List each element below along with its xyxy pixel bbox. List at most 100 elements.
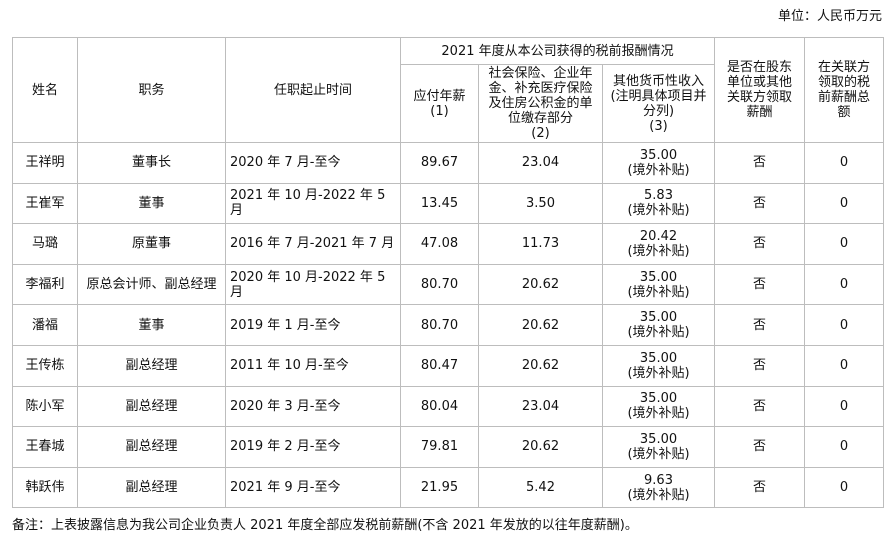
header-related-text: 在关联方领取的税前薪酬总额: [818, 60, 871, 120]
header-insurance-text: 社会保险、企业年金、补充医疗保险及住房公积金的单位缴存部分: [488, 66, 593, 126]
cell-salary: 13.45: [400, 182, 479, 225]
cell-insurance: 20.62: [478, 263, 603, 306]
table-row: 马璐 原董事 2016 年 7 月-2021 年 7 月 47.08 11.73 20.4…: [12, 223, 885, 265]
table-row: 王传栋 副总经理 2011 年 10 月-至今 80.47 20.62 35.00 (境外补…: [12, 344, 885, 387]
cell-insurance: 11.73: [478, 223, 603, 265]
header-salary: 应付年薪 (1): [400, 64, 479, 143]
cell-other-amount: 9.63: [644, 472, 673, 488]
table-row: 王崔军 董事 2021 年 10 月-2022 年 5 月 13.45 3.50 5.83…: [12, 182, 885, 225]
table-row: 潘福 董事 2019 年 1 月-至今 80.70 20.62 35.00 (境外补贴) 否 0: [12, 304, 885, 346]
header-term: 任职起止时间: [225, 37, 401, 143]
header-insurance-no: (2): [531, 126, 550, 141]
cell-term: 2019 年 1 月-至今: [225, 304, 401, 346]
cell-other-note: (境外补贴): [627, 365, 690, 381]
cell-insurance: 20.62: [478, 304, 603, 346]
table-row: 王春城 副总经理 2019 年 2 月-至今 79.81 20.62 35.00 (境外补贴…: [12, 426, 885, 468]
cell-term: 2021 年 10 月-2022 年 5 月: [225, 182, 401, 225]
cell-insurance: 5.42: [478, 466, 603, 509]
cell-other-amount: 35.00: [639, 431, 678, 447]
cell-other-note: (境外补贴): [627, 243, 690, 259]
header-shareholder: 是否在股东单位或其他关联方领取薪酬: [714, 37, 806, 143]
cell-position: 副总经理: [77, 344, 226, 387]
cell-salary: 80.70: [400, 263, 479, 306]
cell-other-amount: 35.00: [639, 350, 678, 366]
header-other: 其他货币性收入(注明具体项目并分列) (3): [601, 64, 716, 143]
cell-term: 2011 年 10 月-至今: [225, 344, 401, 387]
cell-related: 0: [804, 182, 885, 225]
footnote: 备注：上表披露信息为我公司企业负责人 2021 年度全部应发税前薪酬(不含 20…: [12, 518, 638, 533]
header-position: 职务: [77, 37, 226, 143]
cell-other-note: (境外补贴): [627, 325, 690, 341]
cell-term: 2019 年 2 月-至今: [225, 426, 401, 468]
cell-name: 王传栋: [12, 344, 78, 387]
cell-other: 20.42 (境外补贴): [601, 223, 716, 265]
cell-name: 王春城: [12, 426, 78, 468]
cell-other-amount: 35.00: [639, 391, 678, 407]
cell-other-amount: 5.83: [644, 188, 673, 204]
cell-shareholder: 否: [714, 466, 806, 509]
cell-position: 董事长: [77, 142, 226, 184]
cell-other: 35.00 (境外补贴): [601, 426, 716, 468]
cell-salary: 47.08: [400, 223, 479, 265]
cell-position: 副总经理: [77, 426, 226, 468]
cell-other: 35.00 (境外补贴): [601, 385, 716, 428]
cell-related: 0: [804, 142, 885, 184]
table-row: 李福利 原总会计师、副总经理 2020 年 10 月-2022 年 5 月 80.70…: [12, 263, 885, 306]
header-salary-text: 应付年薪: [413, 88, 466, 104]
cell-related: 0: [804, 344, 885, 387]
cell-related: 0: [804, 304, 885, 346]
cell-salary: 80.70: [400, 304, 479, 346]
header-shareholder-text: 是否在股东单位或其他关联方领取薪酬: [727, 60, 793, 120]
cell-related: 0: [804, 223, 885, 265]
cell-other: 35.00 (境外补贴): [601, 344, 716, 387]
cell-other-amount: 20.42: [639, 228, 678, 244]
cell-name: 韩跃伟: [12, 466, 78, 509]
header-salary-no: (1): [430, 103, 449, 119]
cell-name: 王祥明: [12, 142, 78, 184]
cell-related: 0: [804, 263, 885, 306]
compensation-table: 姓名 职务 任职起止时间 2021 年度从本公司获得的税前报酬情况 是否在股东单…: [12, 37, 885, 509]
header-other-text: 其他货币性收入(注明具体项目并分列): [610, 73, 707, 119]
cell-salary: 89.67: [400, 142, 479, 184]
header-other-no: (3): [649, 118, 668, 134]
cell-name: 潘福: [12, 304, 78, 346]
cell-other: 35.00 (境外补贴): [601, 263, 716, 306]
cell-salary: 79.81: [400, 426, 479, 468]
cell-shareholder: 否: [714, 182, 806, 225]
cell-term: 2020 年 7 月-至今: [225, 142, 401, 184]
cell-salary: 80.04: [400, 385, 479, 428]
unit-label: 单位：人民币万元: [777, 9, 882, 24]
cell-name: 马璐: [12, 223, 78, 265]
cell-name: 陈小军: [12, 385, 78, 428]
cell-insurance: 23.04: [478, 385, 603, 428]
cell-name: 李福利: [12, 263, 78, 306]
cell-term: 2020 年 3 月-至今: [225, 385, 401, 428]
cell-position: 原董事: [77, 223, 226, 265]
cell-other-note: (境外补贴): [627, 406, 690, 422]
cell-other-note: (境外补贴): [627, 162, 690, 178]
cell-other: 5.83 (境外补贴): [601, 182, 716, 225]
table-row: 陈小军 副总经理 2020 年 3 月-至今 80.04 23.04 35.00 (境外补贴…: [12, 385, 885, 428]
cell-other: 9.63 (境外补贴): [601, 466, 716, 509]
cell-other-amount: 35.00: [639, 310, 678, 326]
header-related: 在关联方领取的税前薪酬总额: [804, 37, 885, 143]
cell-shareholder: 否: [714, 385, 806, 428]
cell-position: 董事: [77, 304, 226, 346]
cell-position: 董事: [77, 182, 226, 225]
cell-term: 2016 年 7 月-2021 年 7 月: [225, 223, 401, 265]
cell-term: 2021 年 9 月-至今: [225, 466, 401, 509]
cell-salary: 80.47: [400, 344, 479, 387]
cell-shareholder: 否: [714, 223, 806, 265]
cell-other-note: (境外补贴): [627, 284, 690, 300]
cell-position: 原总会计师、副总经理: [77, 263, 226, 306]
cell-shareholder: 否: [714, 304, 806, 346]
header-insurance: 社会保险、企业年金、补充医疗保险及住房公积金的单位缴存部分 (2): [478, 64, 603, 143]
cell-salary: 21.95: [400, 466, 479, 509]
cell-insurance: 20.62: [478, 426, 603, 468]
cell-other-amount: 35.00: [639, 269, 678, 285]
table-row: 王祥明 董事长 2020 年 7 月-至今 89.67 23.04 35.00 (境外补贴)…: [12, 142, 885, 184]
cell-insurance: 3.50: [478, 182, 603, 225]
cell-other-note: (境外补贴): [627, 487, 690, 503]
cell-name: 王崔军: [12, 182, 78, 225]
cell-shareholder: 否: [714, 344, 806, 387]
